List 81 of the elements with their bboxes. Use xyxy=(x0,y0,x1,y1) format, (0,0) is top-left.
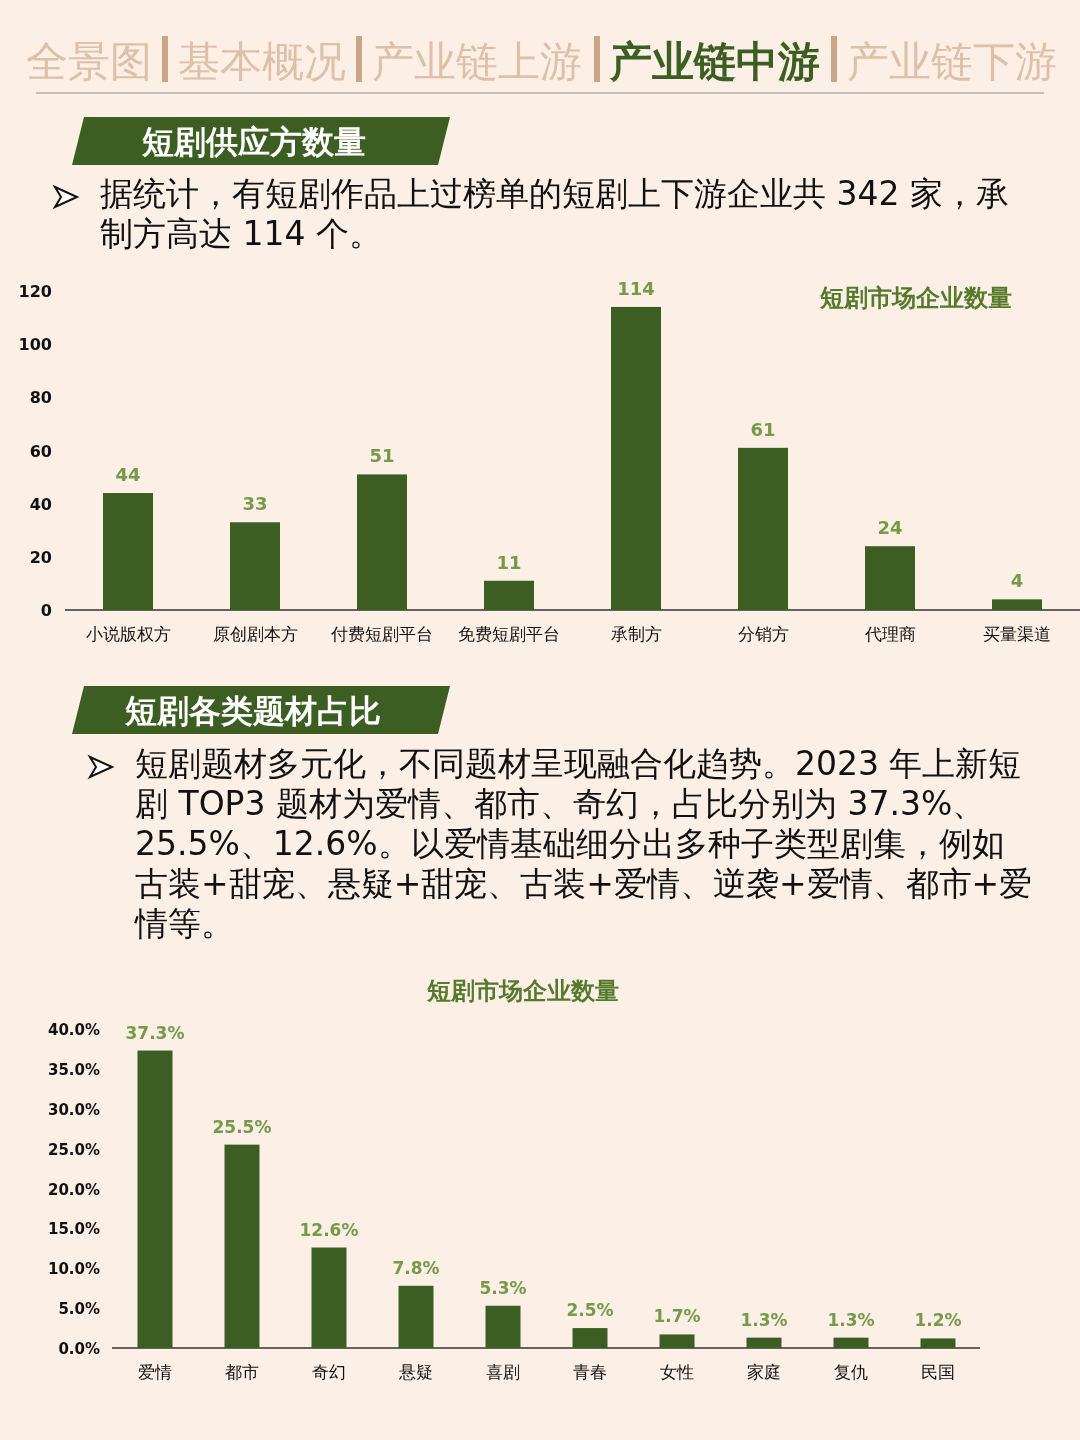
data-label: 7.8% xyxy=(392,1257,440,1278)
x-tick-label: 女性 xyxy=(660,1362,694,1382)
x-tick-label: 小说版权方 xyxy=(85,624,171,644)
y-tick-label: 60 xyxy=(29,441,52,461)
bar xyxy=(357,474,407,610)
data-label: 11 xyxy=(496,551,522,573)
text: 产业链上游 xyxy=(372,37,582,86)
x-tick-label: 喜剧 xyxy=(486,1362,520,1382)
bar xyxy=(311,1247,347,1349)
bar xyxy=(920,1338,956,1348)
data-label: 44 xyxy=(115,464,141,486)
bar xyxy=(992,599,1042,610)
data-label: 114 xyxy=(617,277,655,299)
data-label: 2.5% xyxy=(566,1300,614,1321)
bar xyxy=(103,493,153,610)
data-label: 1.3% xyxy=(740,1309,788,1330)
bar xyxy=(746,1337,782,1348)
bar xyxy=(611,306,661,610)
text: 产业链下游 xyxy=(847,37,1057,86)
x-tick-label: 买量渠道 xyxy=(983,624,1051,644)
x-tick-label: 悬疑 xyxy=(398,1362,433,1382)
text: 短剧供应方数量 xyxy=(141,123,366,161)
data-label: 37.3% xyxy=(125,1022,185,1043)
data-label: 51 xyxy=(369,445,395,467)
data-label: 1.7% xyxy=(653,1306,701,1327)
x-tick-label: 奇幻 xyxy=(312,1362,346,1382)
y-tick-label: 10.0% xyxy=(47,1260,100,1279)
x-tick-label: 爱情 xyxy=(138,1362,172,1382)
data-label: 12.6% xyxy=(299,1219,359,1240)
y-tick-label: 35.0% xyxy=(47,1060,100,1079)
x-tick-label: 代理商 xyxy=(863,624,916,644)
data-label: 4 xyxy=(1010,570,1024,592)
text: 全景图 xyxy=(26,37,152,86)
x-tick-label: 青春 xyxy=(573,1362,607,1382)
bar xyxy=(865,546,915,610)
data-label: 1.3% xyxy=(827,1309,875,1330)
text: 据统计，有短剧作品上过榜单的短剧上下游企业共 342 家，承制方高达 114 个。 xyxy=(100,174,1010,254)
x-tick-label: 承制方 xyxy=(610,624,662,644)
x-tick-label: 免费短剧平台 xyxy=(458,624,560,644)
bar xyxy=(659,1334,695,1348)
bar xyxy=(230,522,280,610)
y-tick-label: 15.0% xyxy=(47,1220,100,1239)
bar xyxy=(572,1328,608,1348)
y-tick-label: 100 xyxy=(18,335,52,355)
chart-title: 短剧市场企业数量 xyxy=(819,284,1012,312)
x-tick-label: 付费短剧平台 xyxy=(330,624,433,644)
chart-title: 短剧市场企业数量 xyxy=(426,977,619,1005)
bar xyxy=(738,447,788,610)
y-tick-label: 0 xyxy=(40,601,52,620)
text: 短剧题材多元化，不同题材呈现融合化趋势。2023 年上新短剧 TOP3 题材为爱情、都市、奇幻，占比分别为 37.3%、25.5%、12.6%。以爱情基础细分出多种子类型剧集，例如古装+甜宠、悬疑+甜宠、古装+爱情、逆袭+爱情、都市+爱情等。 xyxy=(135,744,1034,944)
y-tick-label: 40 xyxy=(29,494,52,514)
data-label: 61 xyxy=(750,418,776,440)
data-label: 25.5% xyxy=(212,1116,272,1137)
y-tick-label: 20.0% xyxy=(47,1180,100,1199)
x-tick-label: 都市 xyxy=(225,1362,259,1382)
text: 产业链中游 xyxy=(609,37,820,86)
y-tick-label: 120 xyxy=(18,282,52,301)
text: 短剧各类题材占比 xyxy=(124,692,381,730)
y-tick-label: 80 xyxy=(29,388,52,408)
y-tick-label: 40.0% xyxy=(47,1021,100,1039)
y-tick-label: 5.0% xyxy=(58,1300,100,1319)
x-tick-label: 家庭 xyxy=(747,1362,781,1382)
bar xyxy=(137,1050,173,1348)
bar xyxy=(484,580,534,610)
y-tick-label: 30.0% xyxy=(47,1100,100,1119)
bar xyxy=(224,1144,260,1348)
y-tick-label: 20 xyxy=(29,547,52,567)
y-tick-label: 0.0% xyxy=(58,1340,100,1358)
x-tick-label: 原创剧本方 xyxy=(212,624,298,644)
x-tick-label: 分销方 xyxy=(737,624,789,644)
bar xyxy=(833,1337,869,1348)
x-tick-label: 复仇 xyxy=(834,1362,868,1382)
x-tick-label: 民国 xyxy=(921,1362,955,1382)
bar xyxy=(398,1285,434,1349)
data-label: 24 xyxy=(877,517,903,539)
bar xyxy=(485,1305,521,1348)
data-label: 33 xyxy=(242,493,268,515)
text: 基本概况 xyxy=(178,37,346,86)
data-label: 5.3% xyxy=(479,1277,527,1298)
data-label: 1.2% xyxy=(914,1310,962,1331)
y-tick-label: 25.0% xyxy=(47,1140,100,1159)
